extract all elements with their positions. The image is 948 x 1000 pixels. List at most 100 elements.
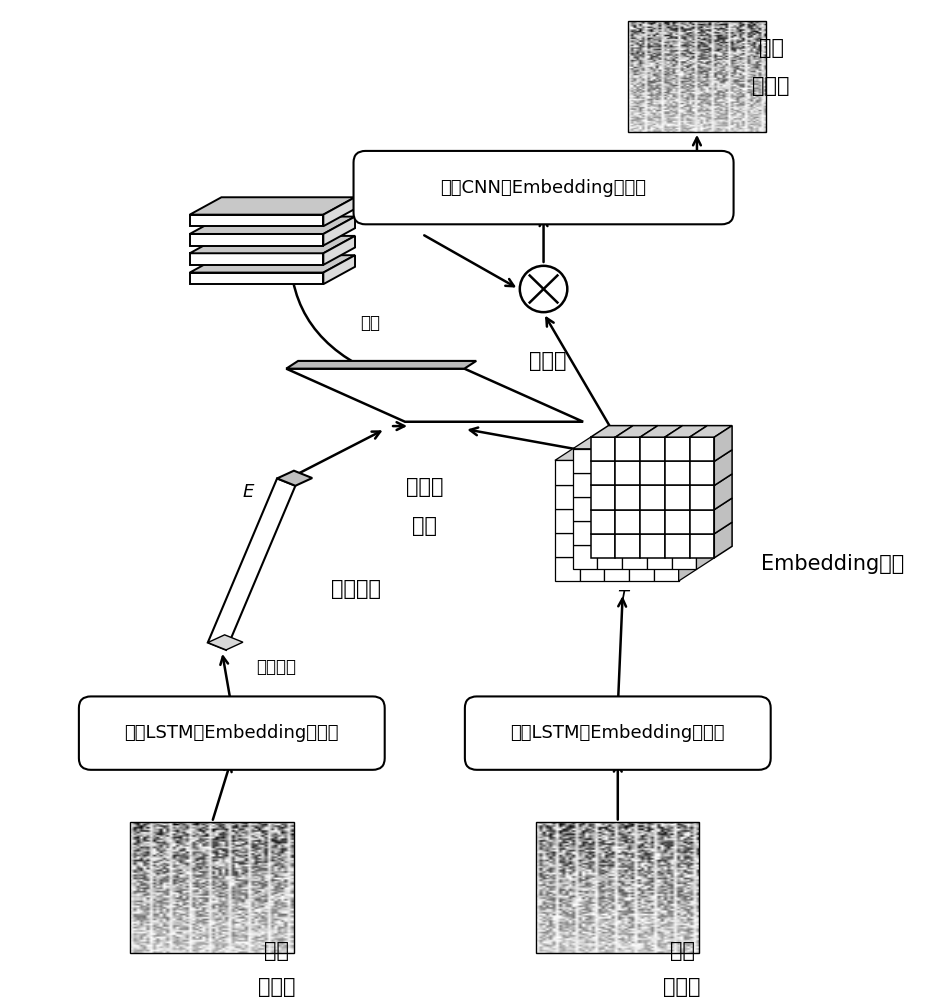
- Bar: [628, 21, 766, 132]
- Polygon shape: [190, 215, 323, 226]
- Text: 机制: 机制: [412, 516, 437, 536]
- Polygon shape: [654, 449, 697, 460]
- Polygon shape: [689, 437, 714, 461]
- Polygon shape: [647, 473, 672, 497]
- Polygon shape: [689, 461, 714, 485]
- Polygon shape: [622, 449, 647, 473]
- Polygon shape: [555, 533, 579, 557]
- Polygon shape: [615, 510, 640, 534]
- Text: E: E: [243, 483, 254, 501]
- Polygon shape: [697, 461, 714, 497]
- Polygon shape: [697, 534, 714, 569]
- Text: 降维处理: 降维处理: [257, 658, 297, 676]
- Polygon shape: [190, 217, 355, 234]
- Polygon shape: [640, 426, 683, 437]
- FancyBboxPatch shape: [354, 151, 734, 224]
- Polygon shape: [640, 461, 665, 485]
- Text: 带噪: 带噪: [669, 941, 695, 961]
- Polygon shape: [323, 217, 355, 246]
- Polygon shape: [665, 426, 707, 437]
- Polygon shape: [615, 437, 640, 461]
- Polygon shape: [672, 449, 697, 473]
- Polygon shape: [579, 460, 605, 485]
- Polygon shape: [672, 545, 697, 569]
- Text: 基于LSTM的Embedding编码器: 基于LSTM的Embedding编码器: [124, 724, 339, 742]
- Polygon shape: [597, 473, 622, 497]
- Polygon shape: [640, 437, 665, 461]
- Polygon shape: [591, 426, 633, 437]
- Polygon shape: [640, 534, 665, 558]
- Polygon shape: [597, 545, 622, 569]
- Polygon shape: [647, 521, 672, 545]
- FancyBboxPatch shape: [465, 696, 771, 770]
- Bar: [537, 822, 700, 953]
- Polygon shape: [555, 460, 579, 485]
- Polygon shape: [647, 497, 672, 521]
- Text: 基于LSTM的Embedding编码器: 基于LSTM的Embedding编码器: [511, 724, 725, 742]
- Polygon shape: [605, 533, 629, 557]
- Polygon shape: [640, 510, 665, 534]
- Polygon shape: [190, 234, 323, 246]
- Polygon shape: [640, 485, 665, 510]
- Polygon shape: [622, 473, 647, 497]
- Text: 掩蔽层: 掩蔽层: [529, 351, 566, 371]
- Polygon shape: [672, 521, 697, 545]
- Polygon shape: [665, 534, 689, 558]
- Text: 纯净: 纯净: [264, 941, 289, 961]
- Polygon shape: [629, 460, 654, 485]
- Text: F: F: [556, 526, 567, 544]
- Polygon shape: [190, 255, 355, 273]
- Text: 注意力: 注意力: [406, 477, 444, 497]
- Polygon shape: [605, 485, 629, 509]
- Polygon shape: [654, 557, 679, 581]
- Polygon shape: [277, 471, 312, 486]
- Polygon shape: [679, 521, 697, 557]
- Polygon shape: [591, 534, 615, 558]
- Polygon shape: [579, 533, 605, 557]
- Polygon shape: [555, 509, 579, 533]
- Bar: [131, 822, 294, 953]
- Polygon shape: [622, 437, 665, 449]
- Polygon shape: [573, 473, 597, 497]
- Text: 基于CNN的Embedding解码器: 基于CNN的Embedding解码器: [441, 179, 647, 197]
- Polygon shape: [665, 485, 689, 510]
- Polygon shape: [597, 437, 640, 449]
- Polygon shape: [679, 473, 697, 509]
- Polygon shape: [697, 510, 714, 545]
- Polygon shape: [208, 478, 296, 650]
- Polygon shape: [597, 521, 622, 545]
- Text: 增强: 增强: [758, 38, 784, 58]
- Polygon shape: [647, 545, 672, 569]
- Polygon shape: [323, 255, 355, 284]
- Polygon shape: [665, 437, 689, 461]
- Polygon shape: [555, 485, 579, 509]
- Polygon shape: [647, 437, 689, 449]
- Polygon shape: [714, 474, 732, 510]
- Text: 语谱图: 语谱图: [753, 76, 790, 96]
- Polygon shape: [714, 498, 732, 534]
- Polygon shape: [689, 534, 714, 558]
- Polygon shape: [672, 497, 697, 521]
- Polygon shape: [323, 197, 355, 226]
- Polygon shape: [605, 509, 629, 533]
- Text: Embedding阵列: Embedding阵列: [761, 554, 904, 574]
- Polygon shape: [286, 361, 476, 369]
- Polygon shape: [679, 449, 697, 485]
- Polygon shape: [323, 236, 355, 265]
- Polygon shape: [647, 449, 672, 473]
- Polygon shape: [689, 426, 732, 437]
- Polygon shape: [286, 369, 583, 422]
- Polygon shape: [654, 533, 679, 557]
- Polygon shape: [629, 509, 654, 533]
- Polygon shape: [579, 557, 605, 581]
- Polygon shape: [665, 461, 689, 485]
- Polygon shape: [679, 545, 697, 581]
- Polygon shape: [597, 497, 622, 521]
- Polygon shape: [654, 485, 679, 509]
- Polygon shape: [622, 497, 647, 521]
- Polygon shape: [714, 426, 732, 461]
- Text: 语谱图: 语谱图: [258, 977, 295, 997]
- Polygon shape: [629, 557, 654, 581]
- Circle shape: [520, 266, 567, 312]
- Text: 语谱图: 语谱图: [664, 977, 701, 997]
